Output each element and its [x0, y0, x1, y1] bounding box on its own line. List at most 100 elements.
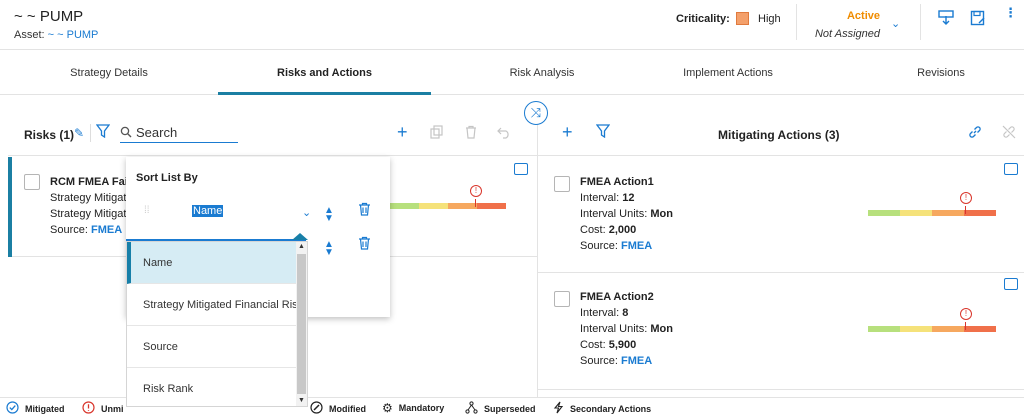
dropdown-scrollbar[interactable]: ▲ ▼: [296, 242, 307, 406]
action-source: Source: FMEA: [580, 355, 653, 367]
more-options-icon[interactable]: ⋮: [1004, 5, 1017, 20]
selected-indicator: [8, 157, 12, 257]
risk-rank-bar: [390, 203, 506, 209]
scroll-up-icon[interactable]: ▲: [298, 243, 305, 250]
exclamation-circle-icon: [82, 401, 95, 417]
sort-field-select[interactable]: ⁞⁞ Name ⌄: [136, 199, 311, 225]
save-edit-icon[interactable]: [970, 10, 986, 29]
panel-divider: [537, 120, 538, 397]
add-risk-icon[interactable]: +: [397, 122, 408, 142]
tab-risks-and-actions[interactable]: Risks and Actions: [277, 67, 372, 79]
delete-sort-icon[interactable]: [358, 202, 371, 219]
page-title: ~ ~ PUMP: [14, 8, 84, 25]
risk-line: Strategy Mitigate: [50, 192, 133, 204]
action-interval: Interval: 8: [580, 307, 629, 319]
unlink-icon[interactable]: [1002, 125, 1016, 142]
active-field-underline: [126, 239, 306, 241]
divider: [796, 4, 797, 40]
action-cost: Cost: 5,900: [580, 339, 637, 351]
sort-popup-title: Sort List By: [136, 172, 198, 184]
action-interval: Interval: 12: [580, 192, 635, 204]
state-label[interactable]: Active: [846, 10, 880, 22]
action-title: FMEA Action1: [580, 176, 654, 188]
action-checkbox[interactable]: [554, 176, 570, 192]
action-interval-units: Interval Units: Mon: [580, 323, 673, 335]
actions-toolbar: [538, 119, 1024, 156]
mitigating-actions-title: Mitigating Actions (3): [718, 128, 840, 142]
page-header: ~ ~ PUMP Asset: ~ ~ PUMP Criticality: Hi…: [0, 0, 1024, 50]
undo-icon[interactable]: [497, 125, 511, 142]
sort-direction-icon[interactable]: ▲ ▼: [324, 205, 334, 224]
action-source: Source: FMEA: [580, 240, 653, 252]
drag-handle-icon[interactable]: ⁞⁞: [144, 205, 150, 216]
risk-source: Source: FMEA: [50, 224, 123, 236]
risk-checkbox[interactable]: [24, 174, 40, 190]
filter-icon[interactable]: [95, 124, 111, 141]
action-card[interactable]: FMEA Action2 Interval: 8 Interval Units:…: [538, 274, 1024, 390]
unmitigated-risk-icon: !: [470, 185, 482, 197]
legend-modified: Modified: [310, 401, 366, 417]
chevron-down-icon[interactable]: ⌄: [891, 18, 901, 30]
legend-mandatory: ⚙ Mandatory: [382, 401, 445, 415]
expand-icon[interactable]: [514, 163, 528, 175]
risk-rank-bar: [868, 326, 996, 332]
modified-icon: [310, 401, 323, 417]
link-icon[interactable]: [968, 125, 982, 142]
gear-icon: ⚙: [382, 401, 393, 415]
assigned-label: Not Assigned: [814, 28, 880, 40]
search-input[interactable]: [136, 125, 236, 140]
add-action-icon[interactable]: +: [562, 122, 573, 142]
scrollbar-thumb[interactable]: [297, 254, 306, 394]
risks-toolbar: [8, 119, 537, 156]
search-icon: [120, 126, 132, 141]
asset-link[interactable]: ~ ~ PUMP: [47, 29, 99, 41]
lightning-icon: [553, 401, 564, 417]
sort-direction-icon[interactable]: ▲ ▼: [324, 239, 334, 258]
sort-option-name[interactable]: Name: [127, 242, 297, 284]
action-checkbox[interactable]: [554, 291, 570, 307]
download-icon[interactable]: [938, 10, 954, 29]
scroll-down-icon[interactable]: ▼: [298, 397, 305, 404]
sort-options-dropdown: Name Strategy Mitigated Financial Risk S…: [126, 241, 308, 407]
divider: [90, 124, 91, 142]
sort-option-source[interactable]: Source: [127, 326, 297, 368]
risk-title: RCM FMEA Fai: [50, 176, 128, 188]
action-card[interactable]: FMEA Action1 Interval: 12 Interval Units…: [538, 157, 1024, 273]
edit-pencil-icon[interactable]: ✎: [74, 126, 85, 140]
sort-option-financial-risk[interactable]: Strategy Mitigated Financial Risk: [127, 284, 303, 326]
active-tab-underline: [218, 92, 431, 95]
legend-superseded: Superseded: [465, 401, 536, 417]
sort-option-risk-rank[interactable]: Risk Rank: [127, 368, 297, 406]
tab-revisions[interactable]: Revisions: [917, 67, 965, 79]
swap-panels-icon[interactable]: ⤨: [524, 101, 548, 125]
dropdown-caret: [292, 233, 308, 240]
delete-sort-icon[interactable]: [358, 236, 371, 253]
unmitigated-risk-icon: !: [960, 192, 972, 204]
copy-icon[interactable]: [430, 125, 444, 142]
search-field[interactable]: [120, 125, 238, 143]
tab-implement-actions[interactable]: Implement Actions: [683, 67, 773, 79]
delete-risk-icon[interactable]: [464, 125, 478, 142]
criticality-swatch: [736, 12, 749, 25]
chevron-down-icon[interactable]: ⌄: [302, 207, 312, 219]
tab-risk-analysis[interactable]: Risk Analysis: [509, 67, 575, 79]
asset-label: Asset:: [14, 29, 45, 41]
legend-unmitigated: Unmi: [82, 401, 124, 417]
tab-bar: Strategy Details Risks and Actions Risk …: [0, 51, 1024, 95]
check-circle-icon: [6, 401, 19, 417]
action-title: FMEA Action2: [580, 291, 654, 303]
action-cost: Cost: 2,000: [580, 224, 637, 236]
expand-icon[interactable]: [1004, 278, 1018, 290]
action-interval-units: Interval Units: Mon: [580, 208, 673, 220]
risks-title: Risks (1): [24, 128, 75, 142]
legend-mitigated: Mitigated: [6, 401, 65, 417]
tab-strategy-details[interactable]: Strategy Details: [70, 67, 148, 79]
risk-rank-bar: [868, 210, 996, 216]
filter-icon[interactable]: [595, 124, 611, 141]
sort-field-value: Name: [192, 205, 224, 217]
hierarchy-icon: [465, 401, 478, 417]
expand-icon[interactable]: [1004, 163, 1018, 175]
criticality-label: Criticality:: [676, 13, 730, 25]
legend-secondary-actions: Secondary Actions: [553, 401, 651, 417]
divider: [920, 4, 921, 40]
